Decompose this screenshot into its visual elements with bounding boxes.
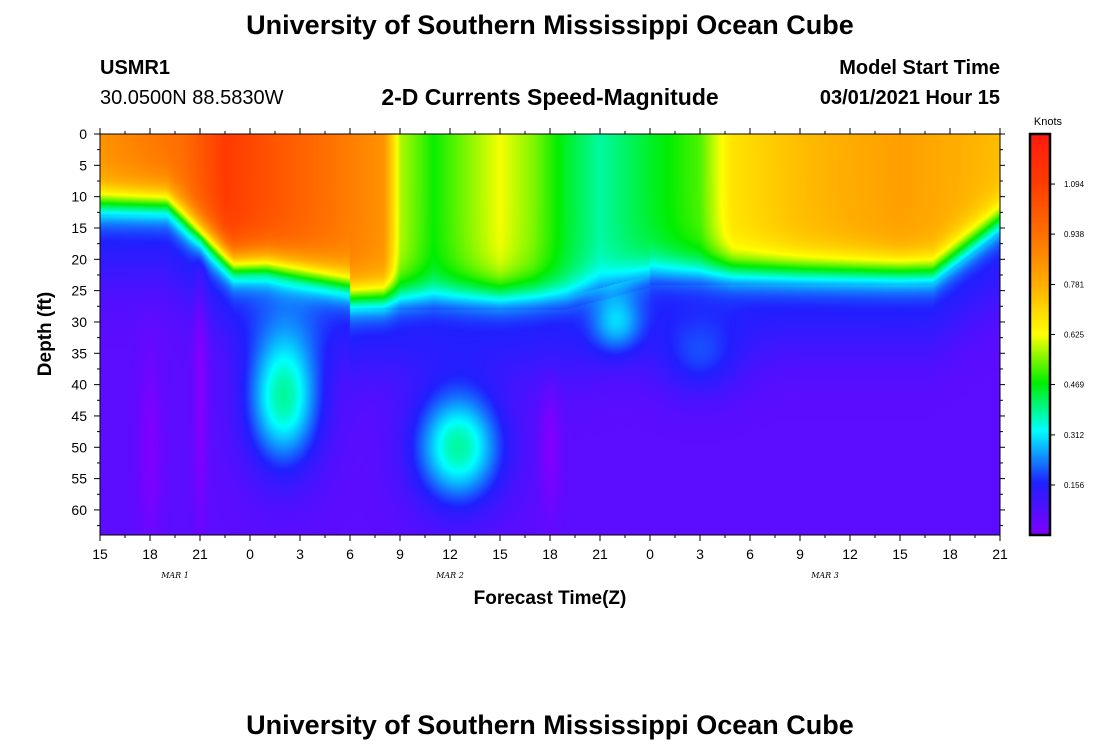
date-label: MAR 3 (810, 571, 839, 580)
y-axis: 0 5 10 15 20 25 30 35 40 45 50 55 60 (71, 126, 1005, 527)
x-tick-label: 18 (142, 546, 158, 562)
date-label: MAR 2 (435, 571, 464, 580)
x-tick-label: 15 (492, 546, 508, 562)
y-tick-label: 10 (71, 189, 87, 205)
x-tick-label: 3 (696, 546, 704, 562)
colorbar-tick-label: 0.156 (1064, 481, 1085, 490)
y-tick-label: 0 (79, 126, 87, 142)
colorbar-tick-label: 0.469 (1064, 381, 1085, 390)
colorbar (1028, 132, 1052, 537)
colorbar-tick-label: 1.094 (1064, 180, 1085, 189)
y-tick-label: 50 (71, 439, 87, 455)
y-tick-label: 40 (71, 377, 87, 393)
x-tick-label: 0 (646, 546, 654, 562)
x-tick-label: 15 (92, 546, 108, 562)
colorbar-tick-label: 0.312 (1064, 431, 1085, 440)
product-title: 2-D Currents Speed-Magnitude (381, 84, 719, 110)
y-tick-label: 15 (71, 220, 87, 236)
x-tick-label: 18 (942, 546, 958, 562)
x-axis-title: Forecast Time(Z) (474, 588, 627, 609)
y-axis-title: Depth (ft) (35, 292, 56, 376)
x-tick-label: 18 (542, 546, 558, 562)
x-tick-label: 3 (296, 546, 304, 562)
x-tick-label: 12 (442, 546, 458, 562)
colorbar-tick-label: 0.938 (1064, 230, 1085, 239)
colorbar-unit: Knots (1034, 116, 1063, 128)
model-start-value: 03/01/2021 Hour 15 (819, 87, 1000, 109)
page-title: University of Southern Mississippi Ocean… (246, 10, 854, 40)
colorbar-ticks: 0.156 0.312 0.469 0.625 0.781 0.938 1.094 (1050, 180, 1085, 490)
x-tick-label: 21 (592, 546, 608, 562)
colorbar-tick-label: 0.625 (1064, 331, 1085, 340)
x-tick-label: 0 (246, 546, 254, 562)
date-label: MAR 1 (160, 571, 189, 580)
x-tick-label: 9 (396, 546, 404, 562)
colorbar-tick-label: 0.781 (1064, 280, 1085, 289)
y-tick-label: 35 (71, 345, 87, 361)
x-tick-label: 6 (346, 546, 354, 562)
station-coords: 30.0500N 88.5830W (100, 87, 284, 109)
y-tick-label: 45 (71, 408, 87, 424)
y-tick-label: 30 (71, 314, 87, 330)
heatmap-field (100, 134, 1000, 535)
x-tick-label: 12 (842, 546, 858, 562)
x-tick-label: 6 (746, 546, 754, 562)
y-tick-label: 25 (71, 283, 87, 299)
x-axis: 15 18 21 0 3 6 9 12 15 18 21 0 3 6 9 12 15 18 21 (92, 128, 1008, 562)
x-tick-label: 21 (192, 546, 208, 562)
station-id: USMR1 (100, 57, 171, 79)
x-tick-label: 9 (796, 546, 804, 562)
y-tick-label: 5 (79, 157, 87, 173)
x-tick-label: 15 (892, 546, 908, 562)
footer-title: University of Southern Mississippi Ocean… (246, 710, 854, 740)
y-tick-label: 55 (71, 471, 87, 487)
model-start-label: Model Start Time (839, 57, 1000, 79)
x-tick-label: 21 (992, 546, 1008, 562)
y-tick-label: 20 (71, 251, 87, 267)
y-tick-label: 60 (71, 502, 87, 518)
date-labels: MAR 1 MAR 2 MAR 3 (160, 571, 839, 580)
